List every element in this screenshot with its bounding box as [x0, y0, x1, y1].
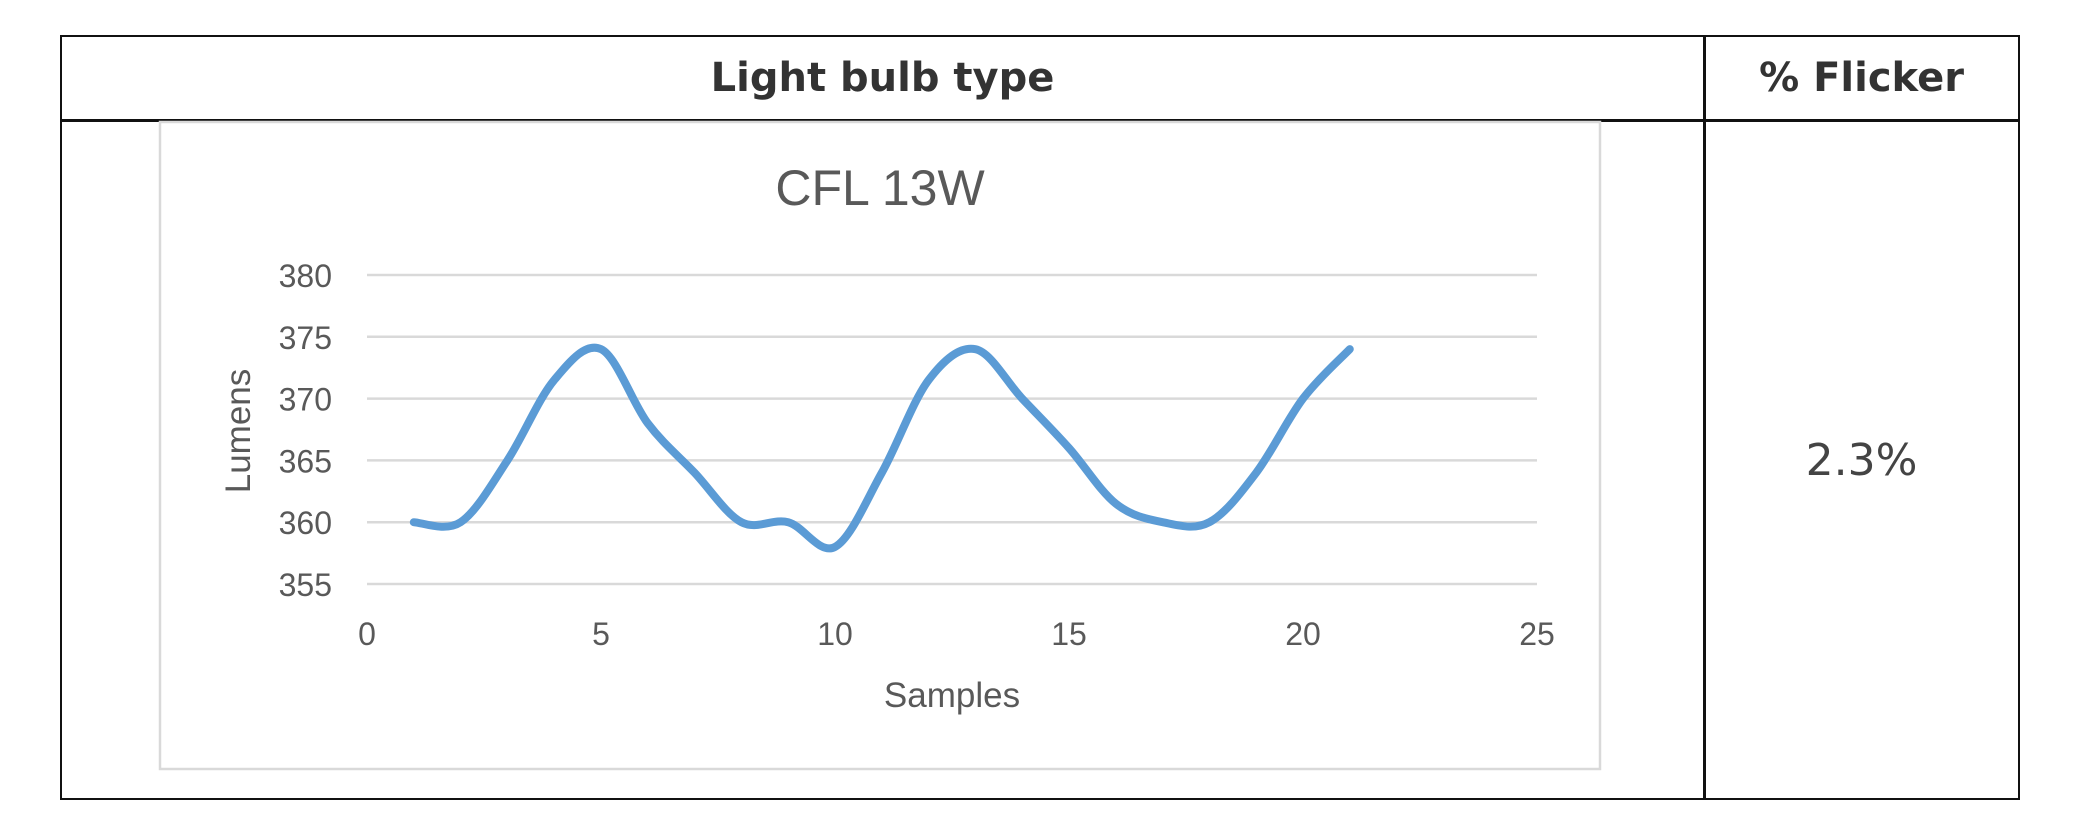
flicker-value: 2.3%	[1805, 434, 1918, 486]
y-tick-355: 355	[279, 567, 332, 603]
series-line	[409, 343, 1354, 553]
y-tick-365: 365	[279, 443, 332, 479]
column-divider	[1703, 37, 1706, 798]
x-tick-5: 5	[592, 616, 610, 652]
y-tick-375: 375	[279, 320, 332, 356]
header-divider	[62, 119, 2018, 122]
y-tick-380: 380	[279, 258, 332, 294]
x-tick-20: 20	[1285, 616, 1321, 652]
chart-title: CFL 13W	[775, 160, 985, 216]
flicker-table: Light bulb type % Flicker 2.3%	[60, 35, 2020, 800]
y-axis-label: Lumens	[219, 369, 258, 494]
x-tick-15: 15	[1051, 616, 1087, 652]
x-tick-0: 0	[358, 616, 376, 652]
x-axis-label: Samples	[884, 676, 1020, 715]
y-tick-labels: 355 360 365 370 375 380	[279, 258, 332, 603]
x-tick-25: 25	[1519, 616, 1555, 652]
x-tick-10: 10	[817, 616, 853, 652]
header-flicker: % Flicker	[1759, 55, 1964, 101]
x-tick-labels: 0 5 10 15 20 25	[358, 616, 1555, 652]
y-tick-360: 360	[279, 505, 332, 541]
chart-frame	[158, 120, 1602, 771]
y-tick-370: 370	[279, 382, 332, 418]
gridlines	[367, 273, 1537, 586]
header-bulb-type: Light bulb type	[710, 55, 1055, 101]
